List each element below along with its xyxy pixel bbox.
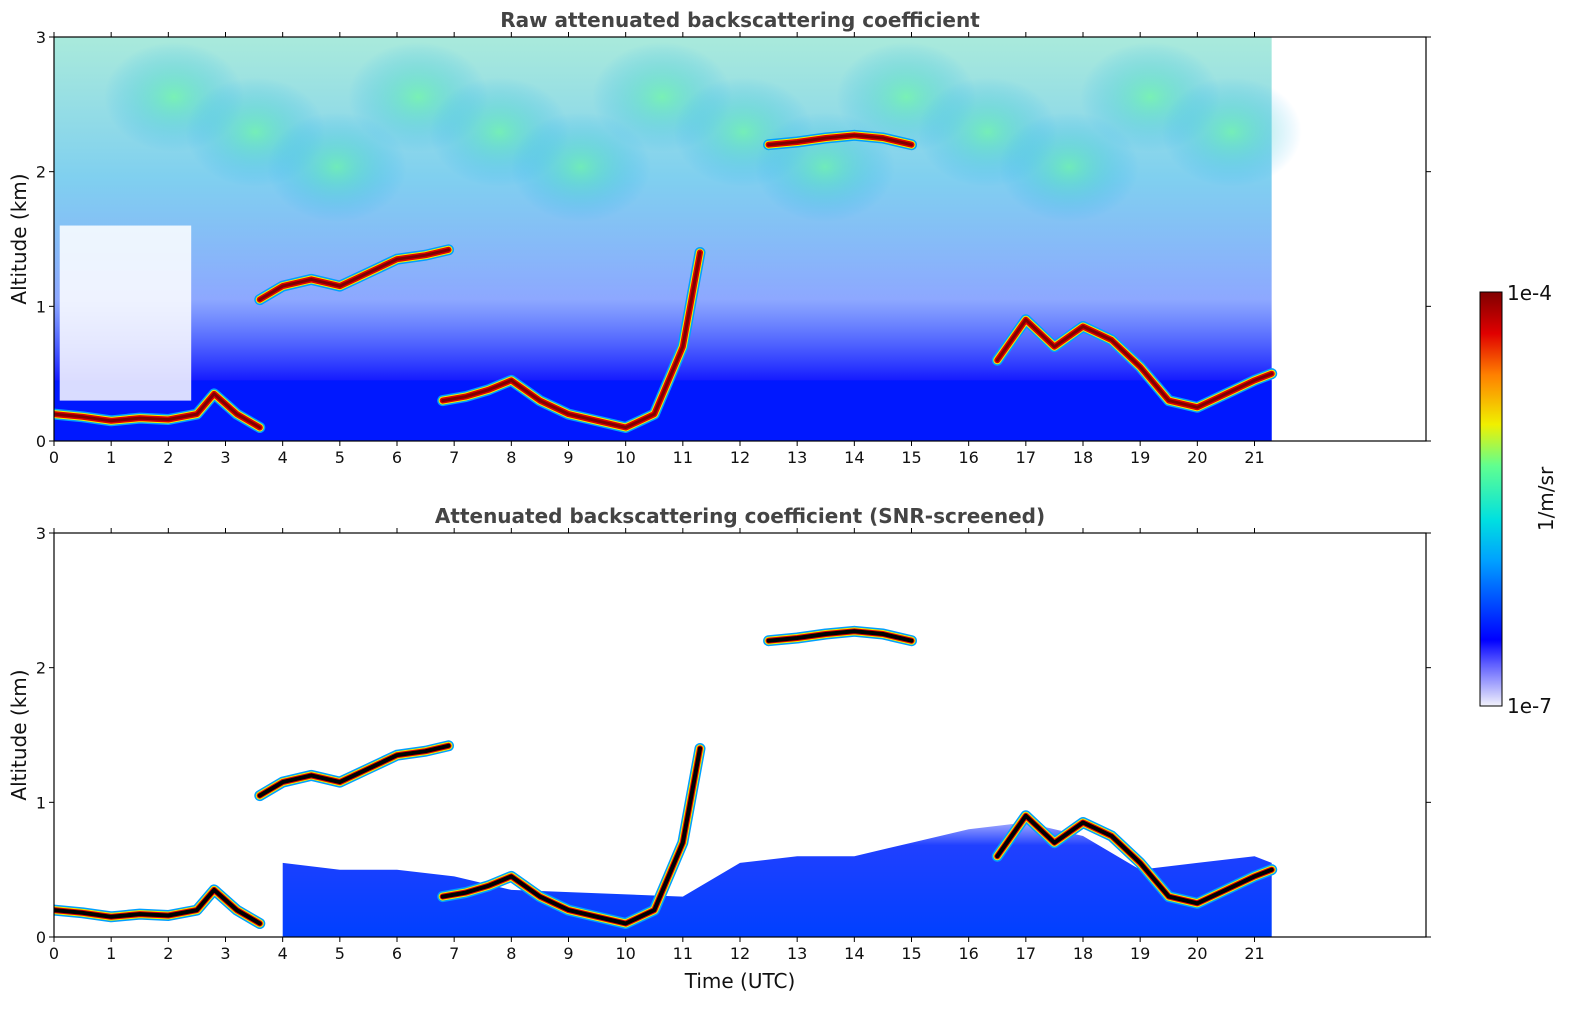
x-tick-label: 17 [1016, 944, 1036, 963]
x-tick-label: 6 [392, 448, 402, 467]
y-tick-label: 0 [36, 928, 46, 947]
colorbar-min-label: 1e-7 [1507, 694, 1552, 718]
y-tick-label: 1 [36, 297, 46, 316]
x-axis: 0 1 2 3 4 5 6 7 8 9 10 11 12 13 14 15 16 17 18 19 20 21 [49, 528, 1265, 963]
x-tick-label: 8 [506, 448, 516, 467]
y-axis-label: Altitude (km) [7, 669, 31, 800]
x-tick-label: 21 [1244, 944, 1264, 963]
x-tick-label: 19 [1130, 944, 1150, 963]
noise-speckle [1161, 77, 1302, 187]
screened-field [282, 822, 1272, 937]
x-tick-label: 7 [449, 448, 459, 467]
y-axis-label: Altitude (km) [7, 173, 31, 304]
x-tick-label: 11 [673, 944, 693, 963]
x-tick-label: 1 [106, 944, 116, 963]
x-tick-label: 9 [563, 944, 573, 963]
y-axis: 0 1 2 3 [36, 28, 1431, 451]
colorbar-max-label: 1e-4 [1507, 281, 1552, 305]
x-tick-label: 5 [335, 944, 345, 963]
x-tick-label: 19 [1130, 448, 1150, 467]
x-tick-label: 3 [220, 448, 230, 467]
x-tick-label: 10 [615, 944, 635, 963]
x-tick-label: 13 [787, 448, 807, 467]
heatmap-area [54, 37, 1302, 441]
x-tick-label: 17 [1016, 448, 1036, 467]
x-tick-label: 15 [901, 448, 921, 467]
x-tick-label: 10 [615, 448, 635, 467]
x-tick-label: 20 [1187, 944, 1207, 963]
x-tick-label: 5 [335, 448, 345, 467]
y-tick-label: 3 [36, 524, 46, 543]
layer-line [257, 743, 451, 798]
snr-screened-panel: Attenuated backscattering coefficient (S… [7, 504, 1431, 993]
backscatter-field [54, 37, 1302, 441]
x-tick-label: 18 [1073, 448, 1093, 467]
x-axis-label: Time (UTC) [684, 969, 796, 993]
y-tick-label: 2 [36, 163, 46, 182]
clear-gap [59, 225, 192, 401]
x-tick-label: 15 [901, 944, 921, 963]
x-tick-label: 7 [449, 944, 459, 963]
noise-speckle [998, 112, 1139, 222]
heatmap-area [54, 625, 1278, 937]
x-tick-label: 0 [49, 944, 59, 963]
layer-line [767, 133, 913, 147]
aerosol-layers [54, 625, 1278, 929]
y-tick-label: 2 [36, 659, 46, 678]
x-tick-label: 4 [278, 448, 288, 467]
x-tick-label: 21 [1244, 448, 1264, 467]
x-tick-label: 16 [958, 448, 978, 467]
noise-speckle [266, 112, 407, 222]
aerosol-layers [54, 129, 1278, 433]
layer-line [54, 392, 262, 429]
layer-line [440, 746, 702, 926]
x-tick-label: 13 [787, 944, 807, 963]
panel-title: Attenuated backscattering coefficient (S… [435, 504, 1045, 528]
backscatter-field [282, 822, 1272, 937]
panel-title: Raw attenuated backscattering coefficien… [500, 8, 980, 32]
x-tick-label: 11 [673, 448, 693, 467]
x-tick-label: 2 [163, 448, 173, 467]
x-tick-label: 20 [1187, 448, 1207, 467]
layer-line [995, 813, 1274, 906]
x-tick-label: 0 [49, 448, 59, 467]
x-tick-label: 6 [392, 944, 402, 963]
x-tick-label: 3 [220, 944, 230, 963]
x-tick-label: 4 [278, 944, 288, 963]
layer-line [441, 251, 702, 429]
layer-line [766, 629, 914, 643]
x-tick-label: 9 [563, 448, 573, 467]
layer-line [54, 887, 262, 926]
colorbar-unit-label: 1/m/sr [1534, 466, 1558, 531]
y-tick-label: 0 [36, 432, 46, 451]
x-tick-label: 16 [958, 944, 978, 963]
x-tick-label: 8 [506, 944, 516, 963]
noise-speckle [510, 112, 651, 222]
y-tick-label: 1 [36, 793, 46, 812]
colorbar: 1e-4 1e-7 1/m/sr [1479, 281, 1558, 718]
y-tick-label: 3 [36, 28, 46, 47]
x-tick-label: 12 [730, 448, 750, 467]
raw-backscatter-panel: Raw attenuated backscattering coefficien… [7, 8, 1431, 467]
x-tick-label: 2 [163, 944, 173, 963]
x-axis: 0 1 2 3 4 5 6 7 8 9 10 11 12 13 14 15 16 17 18 19 20 21 [49, 32, 1265, 467]
colorbar-gradient [1479, 291, 1503, 707]
x-tick-label: 18 [1073, 944, 1093, 963]
layer-line [258, 248, 450, 302]
x-tick-label: 12 [730, 944, 750, 963]
y-axis: 0 1 2 3 [36, 524, 1431, 947]
x-tick-label: 14 [844, 448, 864, 467]
layer-line [995, 318, 1274, 409]
x-tick-label: 1 [106, 448, 116, 467]
x-tick-label: 14 [844, 944, 864, 963]
